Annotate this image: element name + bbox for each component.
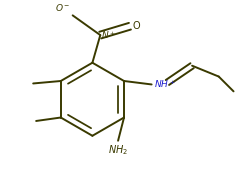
Text: $N^+$: $N^+$ <box>101 29 117 41</box>
Text: $NH^+$: $NH^+$ <box>154 79 176 90</box>
Text: $NH_2$: $NH_2$ <box>108 144 128 158</box>
Text: O: O <box>133 21 140 31</box>
Text: $O^-$: $O^-$ <box>55 2 71 13</box>
